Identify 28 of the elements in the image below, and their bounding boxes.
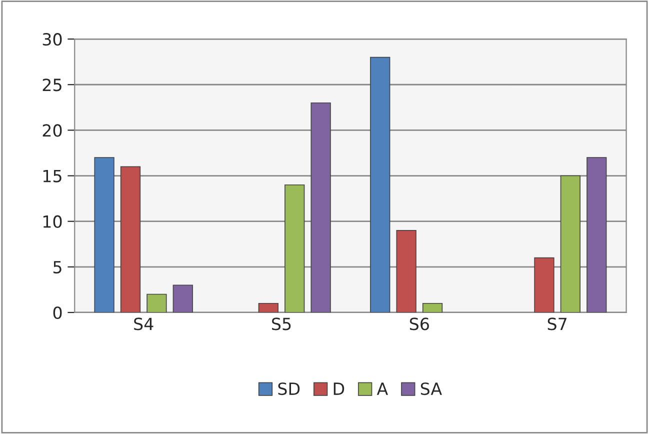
y-tick-label: 20 xyxy=(42,124,62,137)
x-tick-label: S5 xyxy=(272,318,291,330)
bar xyxy=(258,302,278,312)
bar xyxy=(560,175,581,312)
x-tick-label: S7 xyxy=(548,318,566,330)
x-tick-label: S4 xyxy=(134,318,154,330)
bar xyxy=(422,302,443,312)
bar xyxy=(120,166,141,312)
bar xyxy=(396,230,416,312)
legend-label: A xyxy=(376,382,388,395)
bar xyxy=(586,157,607,312)
bar xyxy=(370,56,390,312)
bar xyxy=(146,294,167,312)
y-tick-label: 5 xyxy=(54,261,62,274)
y-tick-label: 10 xyxy=(43,215,62,228)
bar xyxy=(310,102,331,312)
y-tick-label: 25 xyxy=(42,78,62,92)
legend-label: SD xyxy=(278,382,300,396)
bar xyxy=(284,184,305,312)
bar xyxy=(94,157,114,312)
y-tick-label: 30 xyxy=(42,33,62,46)
bar xyxy=(534,257,554,312)
legend-label: SA xyxy=(420,382,442,396)
bar xyxy=(172,284,193,312)
x-tick-label: S6 xyxy=(410,318,429,330)
legend-label: D xyxy=(334,382,344,395)
y-tick-label: 0 xyxy=(53,306,62,320)
y-tick-label: 15 xyxy=(43,170,62,182)
